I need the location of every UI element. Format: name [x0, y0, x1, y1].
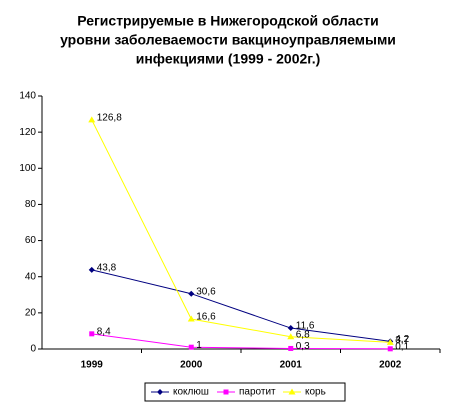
data-point — [287, 325, 294, 332]
y-tick-label: 100 — [19, 163, 36, 174]
series-line — [91, 269, 391, 342]
data-point — [386, 338, 394, 345]
y-tick-label: 60 — [25, 235, 37, 246]
x-tick-label: 2000 — [180, 360, 203, 371]
data-point — [188, 344, 194, 350]
legend-label: паротит — [239, 387, 276, 398]
x-tick-label: 2002 — [379, 360, 402, 371]
y-tick-label: 120 — [19, 127, 36, 138]
data-point — [89, 331, 95, 337]
legend-marker — [288, 388, 296, 395]
value-label: 0,1 — [395, 341, 409, 352]
data-point — [287, 333, 295, 340]
x-tick-label: 2001 — [280, 360, 303, 371]
value-label: 43,8 — [97, 262, 117, 273]
x-tick-label: 1999 — [81, 360, 104, 371]
legend-label: коклюш — [173, 387, 209, 398]
value-label: 0,3 — [296, 341, 310, 352]
value-label: 1 — [196, 340, 202, 351]
data-point — [188, 290, 195, 297]
legend-label: корь — [305, 387, 326, 398]
y-tick-label: 0 — [30, 344, 36, 355]
data-point — [288, 345, 294, 351]
chart-title: уровни заболеваемости вакциноуправляемым… — [60, 32, 396, 48]
value-label: 3,7 — [395, 335, 409, 346]
data-point — [187, 315, 195, 322]
legend-marker — [157, 389, 163, 395]
chart-title: Регистрируемые в Нижегородской области — [77, 13, 379, 29]
y-tick-label: 140 — [19, 91, 36, 102]
value-label: 4,2 — [395, 334, 409, 345]
y-tick-label: 20 — [25, 307, 37, 318]
series-line — [91, 333, 391, 350]
value-label: 30,6 — [196, 286, 216, 297]
value-label: 16,6 — [196, 312, 216, 323]
value-label: 8,4 — [97, 326, 111, 337]
y-tick-label: 40 — [25, 271, 37, 282]
value-label: 6,8 — [296, 329, 310, 340]
y-tick-label: 80 — [25, 199, 37, 210]
data-point — [387, 346, 393, 352]
data-point — [88, 266, 95, 273]
data-point — [88, 116, 96, 123]
value-label: 126,8 — [97, 112, 122, 123]
legend-box — [144, 382, 346, 402]
chart-title: инфекциями (1999 - 2002г.) — [136, 51, 321, 67]
legend-marker — [223, 389, 229, 395]
value-label: 11,6 — [296, 321, 315, 332]
series-line — [91, 119, 391, 343]
